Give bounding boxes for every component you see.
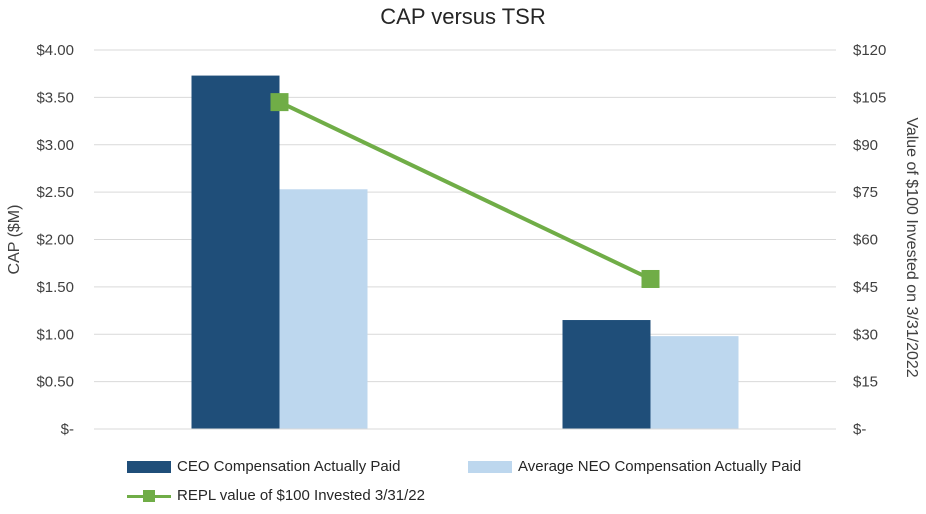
y-tick-label: $4.00 [36, 42, 74, 59]
bar-ceo [562, 320, 651, 429]
y2-axis-title: Value of $100 Invested on 3/31/2022 [903, 117, 920, 377]
bar-neo [279, 189, 368, 429]
y-tick-label: $2.50 [36, 184, 74, 201]
y-tick-label: $3.00 [36, 137, 74, 154]
legend-swatch-tsr [127, 489, 171, 503]
bar-neo [650, 336, 739, 429]
y-tick-label: $2.00 [36, 232, 74, 249]
tsr-line [278, 100, 652, 281]
y-tick-label: $3.50 [36, 89, 74, 106]
legend-label-neo: Average NEO Compensation Actually Paid [518, 458, 802, 475]
y-tick-label: $1.00 [36, 326, 74, 343]
y-tick-label: $- [61, 421, 74, 438]
y2-tick-label: $45 [853, 279, 878, 296]
legend-item-ceo: CEO Compensation Actually Paid [127, 458, 400, 475]
y2-tick-label: $120 [853, 42, 886, 59]
y-axis-title: CAP ($M) [6, 205, 23, 275]
legend-label-tsr: REPL value of $100 Invested 3/31/22 [177, 487, 425, 504]
y2-tick-label: $15 [853, 374, 878, 391]
bar-ceo [191, 75, 280, 430]
tsr-marker [270, 93, 289, 112]
y2-tick-label: $105 [853, 89, 886, 106]
legend-label-ceo: CEO Compensation Actually Paid [177, 458, 401, 475]
y2-tick-label: $30 [853, 326, 878, 343]
chart-title: CAP versus TSR [380, 4, 546, 29]
y-tick-label: $1.50 [36, 279, 74, 296]
y2-tick-label: $- [853, 421, 866, 438]
legend-swatch-ceo [127, 460, 171, 473]
legend-swatch-neo [468, 460, 512, 473]
tsr-marker [641, 269, 660, 288]
y2-tick-label: $60 [853, 232, 878, 249]
y2-tick-label: $75 [853, 184, 878, 201]
legend-item-neo: Average NEO Compensation Actually Paid [468, 458, 801, 475]
y2-tick-label: $90 [853, 137, 878, 154]
legend-item-tsr: REPL value of $100 Invested 3/31/22 [127, 487, 425, 504]
legend-swatch-tsr-marker [143, 489, 155, 502]
y-tick-label: $0.50 [36, 374, 74, 391]
